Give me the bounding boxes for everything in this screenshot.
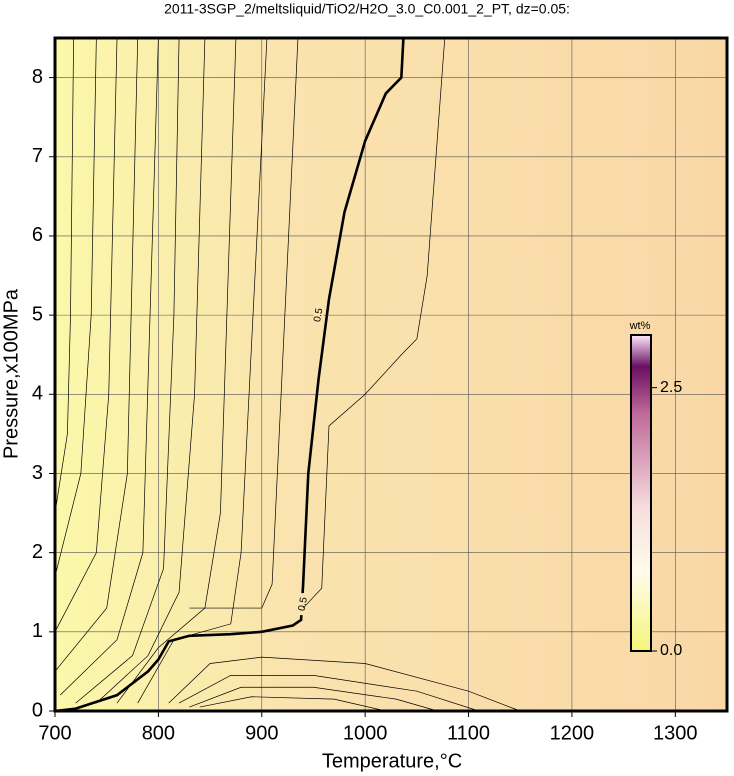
x-axis-label: Temperature,°C	[322, 750, 462, 772]
x-tick-label: 1300	[653, 722, 698, 744]
contour-line	[302, 37, 446, 609]
contour-label: 0.5	[312, 307, 325, 323]
colorbar-tick-label: 2.5	[660, 379, 682, 396]
y-tick-label: 1	[32, 620, 43, 642]
contours: 0.5 0.5	[54, 37, 521, 713]
contour-line	[54, 37, 97, 577]
contour-label-bg	[313, 304, 324, 327]
y-tick-label: 6	[32, 224, 43, 246]
contour-label-bg	[298, 593, 309, 616]
x-tick-label: 1000	[343, 722, 388, 744]
contour-line	[59, 37, 159, 696]
colorbar-tick-label: 0.0	[660, 642, 682, 659]
contour-line	[54, 37, 139, 672]
contour-line	[168, 656, 521, 712]
contour-line	[189, 686, 438, 712]
colorbar-label: wt%	[629, 320, 651, 332]
chart-title: 2011-3SGP_2/meltsliquid/TiO2/H2O_3.0_C0.…	[164, 1, 570, 17]
contour-line	[54, 37, 118, 632]
contour-line	[189, 37, 299, 609]
plot-background	[55, 38, 727, 711]
y-axis-label: Pressure,x100MPa	[0, 288, 22, 459]
x-tick-label: 1100	[447, 722, 490, 744]
contour-label: 0.5	[297, 596, 310, 612]
colorbar	[630, 334, 652, 652]
contour-line	[96, 37, 206, 704]
contour-line	[54, 37, 74, 514]
contour-line	[75, 37, 180, 704]
x-tick-label: 800	[142, 722, 175, 744]
grid	[54, 38, 727, 712]
plot-frame	[53, 36, 729, 713]
contour-line	[137, 37, 268, 704]
y-tick-label: 0	[32, 699, 43, 721]
x-tick-label: 900	[245, 722, 278, 744]
contour-line	[199, 696, 386, 712]
contour-line	[178, 675, 479, 712]
y-tick-label: 8	[32, 66, 43, 88]
x-tick-label: 1200	[550, 722, 595, 744]
x-tick-label: 700	[38, 722, 71, 744]
y-tick-label: 7	[32, 145, 43, 167]
contour-line-bold	[54, 37, 405, 713]
y-tick-label: 3	[32, 462, 43, 484]
y-tick-label: 4	[32, 383, 43, 405]
y-tick-label: 5	[32, 303, 43, 325]
y-tick-label: 2	[32, 541, 43, 563]
